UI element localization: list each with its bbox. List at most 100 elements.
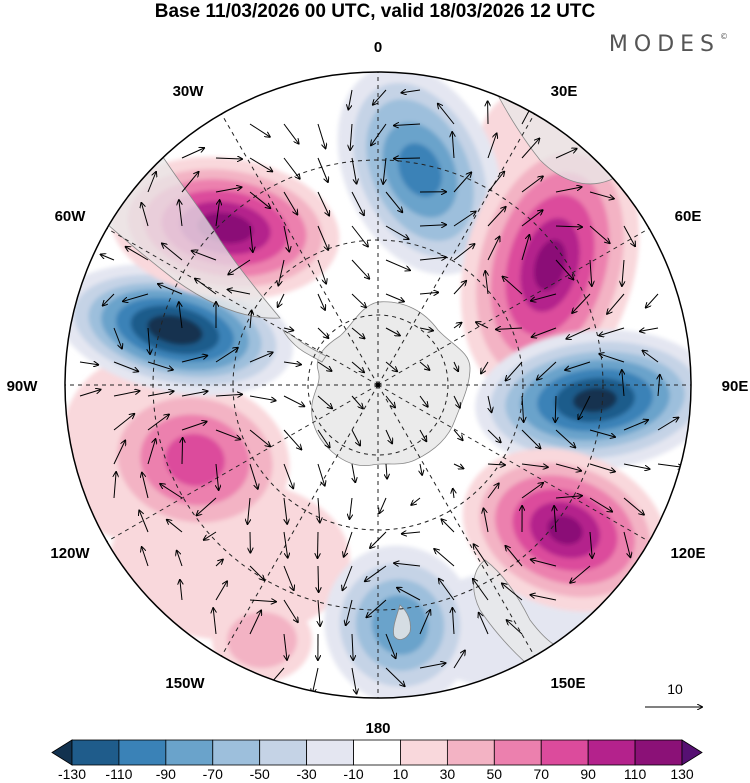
wind-arrow [452,608,454,635]
wind-arrow [351,667,357,694]
wind-arrow [249,123,270,137]
wind-arrow [484,509,489,533]
wind-arrow [607,293,625,314]
wind-arrow [658,375,660,397]
wind-arrow [531,595,557,601]
wind-arrow [101,255,115,261]
wind-arrow [162,244,183,261]
wind-arrow [344,531,353,557]
cb-tick-70: 70 [533,766,549,782]
brand-text: MODES [608,32,720,57]
wind-arrow [453,323,461,329]
wind-arrow [79,390,101,397]
wind-arrow [507,620,523,635]
wind-arrow [419,610,430,635]
anomaly-pos-110w [100,381,290,539]
modes-logo: MODES© [609,32,728,57]
wind-arrow [249,611,261,635]
wind-arrow [181,356,207,363]
wind-arrow [481,361,489,373]
map-disc [65,72,691,698]
wind-arrow [385,361,397,371]
wind-arrow [283,531,288,558]
wind-arrow [506,546,523,567]
wind-arrow [318,497,320,522]
wind-arrow [453,244,475,261]
colorbar-swatch [259,739,308,766]
wind-arrow [438,104,455,125]
wind-arrow [113,441,125,465]
wind-arrow [350,123,352,150]
wind-arrow [555,149,577,159]
map-title: Base 11/03/2026 00 UTC, valid 18/03/2026… [154,1,596,22]
colorbar-swatch [212,739,261,766]
wind-arrow [453,489,454,499]
wind-arrow [589,429,615,437]
colorbar-ticks: -130 -110 -90 -70 -50 -30 -10 10 30 50 7… [58,766,694,782]
wind-arrow [215,187,242,193]
lon-label-90w: 90W [7,378,39,395]
wind-arrow [521,483,543,499]
wind-arrow [453,395,460,408]
wind-arrow [213,608,216,635]
wind-arrow [248,497,251,524]
lon-label-150e: 150E [550,675,585,692]
wind-arrow [555,429,575,448]
wind-arrow [249,565,264,580]
wind-arrow [351,327,365,338]
wind-arrow [532,327,557,337]
wind-arrow [181,172,199,193]
wind-arrow [126,247,149,261]
wind-arrow [496,328,523,329]
colorbar-swatch [681,739,703,766]
wind-arrow [317,225,328,250]
wind-arrow [317,293,325,310]
wind-arrow [215,560,223,567]
wind-arrow [351,225,368,247]
wind-arrow [379,497,387,513]
wind-arrow [283,429,301,449]
wind-arrow [215,200,220,227]
wind-arrow [565,361,591,370]
cb-tick-130: 130 [670,766,694,782]
wind-arrow [419,225,446,226]
wind-arrow [317,429,330,447]
wind-arrow [397,588,421,601]
wind-arrow [351,429,360,445]
wind-arrow [599,354,625,363]
south-pole-marker [375,382,381,388]
wind-arrow [113,414,134,431]
wind-arrow [487,134,497,159]
wind-arrow [103,293,115,306]
wind-vectors [79,90,683,694]
wind-arrow [284,633,287,660]
wind-arrow [531,560,557,567]
lat-circle-70s [307,314,449,456]
wind-arrow [216,463,219,490]
wind-arrow [555,395,556,422]
anomaly-neg-0-20e [337,72,503,275]
wind-arrow [531,293,557,301]
wind-arrow [487,395,492,412]
colorbar-swatch [587,739,636,766]
cb-tick-m110: -110 [105,766,132,782]
wind-arrow [589,225,610,243]
wind-arrow [555,187,582,193]
wind-arrow [442,519,455,533]
cb-tick-m70: -70 [203,766,223,782]
wind-arrow [385,225,409,239]
wind-arrow [521,429,540,448]
wind-arrow [554,506,556,533]
lon-label-60e: 60E [675,208,702,225]
wind-arrow [79,362,98,365]
wind-arrow [623,463,650,469]
colorbar-swatch [306,739,354,766]
wind-arrow [419,429,426,441]
cb-tick-m130: -130 [58,766,86,782]
vector-scale-label: 10 [667,681,683,697]
wind-arrow [197,497,217,515]
wind-arrow [278,293,285,307]
wind-arrow [250,311,252,329]
wind-arrow [317,157,328,182]
